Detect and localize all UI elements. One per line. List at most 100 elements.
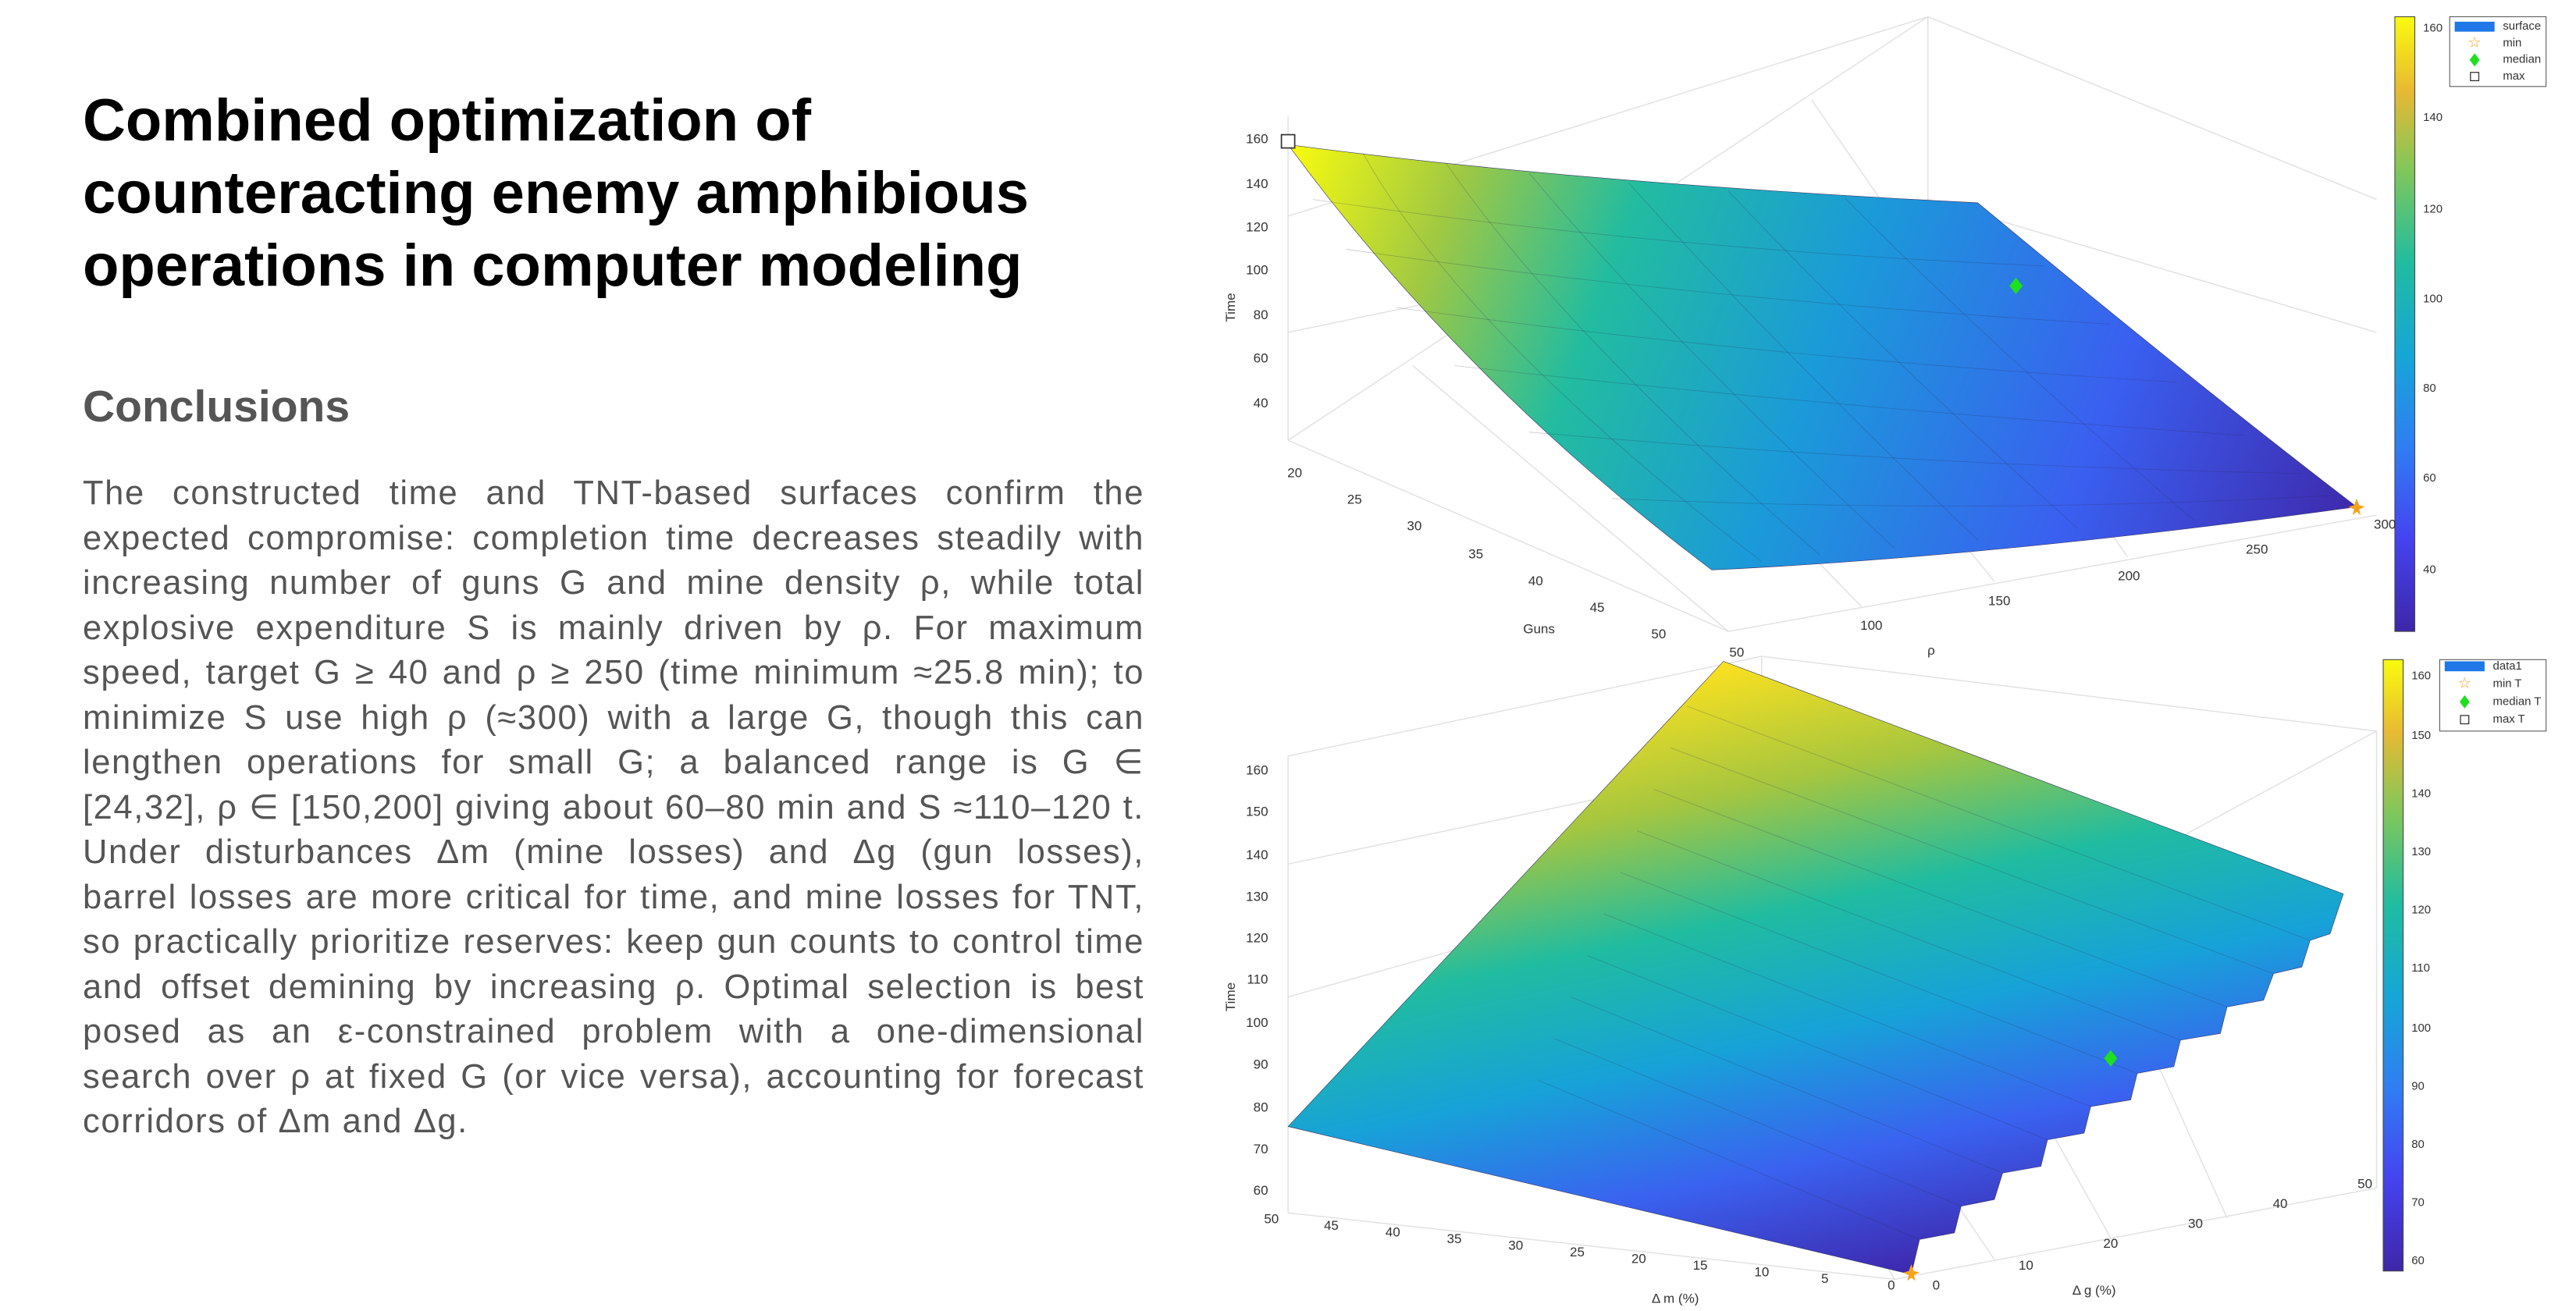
x-tick-label: 40 bbox=[1528, 574, 1543, 588]
z-axis-label: Time bbox=[1223, 293, 1238, 322]
legend-symbol bbox=[2459, 695, 2470, 709]
title: Combined optimization of counteracting e… bbox=[83, 87, 1029, 299]
colorbar bbox=[2382, 659, 2404, 1272]
x-tick-label: 25 bbox=[1347, 492, 1362, 506]
z-tick-label: 100 bbox=[1246, 1015, 1268, 1030]
legend-label: min bbox=[2503, 37, 2521, 49]
colorbar-tick-label: 160 bbox=[2423, 22, 2443, 34]
legend-swatch bbox=[2454, 21, 2495, 32]
x-tick-label: 15 bbox=[1693, 1258, 1708, 1273]
legend-label: min T bbox=[2493, 678, 2522, 691]
y-tick-label: 0 bbox=[1933, 1277, 1940, 1292]
surface-2-steps bbox=[1537, 705, 2311, 1240]
legend-symbol: ☆ bbox=[2458, 676, 2471, 692]
legend-symbol bbox=[2469, 53, 2480, 67]
section-heading: Conclusions bbox=[83, 382, 350, 432]
y-tick-label: 20 bbox=[2103, 1236, 2118, 1251]
x-tick-label: 45 bbox=[1590, 600, 1605, 615]
z-tick-label: 160 bbox=[1246, 762, 1268, 777]
legend-label: data1 bbox=[2493, 660, 2522, 673]
surface-1 bbox=[1287, 144, 2357, 570]
colorbar-tick-label: 90 bbox=[2411, 1080, 2425, 1092]
z-tick-label: 130 bbox=[1246, 889, 1268, 904]
x-tick-label: 35 bbox=[1447, 1231, 1462, 1246]
y-tick-label: 50 bbox=[1729, 645, 1744, 659]
colorbar-tick-label: 60 bbox=[2423, 472, 2436, 485]
legend-symbol bbox=[2470, 72, 2480, 82]
colorbar-tick-label: 100 bbox=[2411, 1022, 2431, 1035]
colorbar-tick-label: 80 bbox=[2423, 382, 2436, 395]
legend-label: max bbox=[2503, 70, 2525, 83]
body-text: The constructed time and TNT-based surfa… bbox=[83, 474, 1144, 1140]
legend-label: median bbox=[2503, 54, 2541, 66]
z-tick-label: 140 bbox=[1246, 847, 1268, 862]
z-tick-label: 80 bbox=[1254, 1100, 1268, 1115]
legend-label: median T bbox=[2493, 695, 2542, 708]
z-tick-label: 110 bbox=[1247, 972, 1268, 987]
z-tick-label: 120 bbox=[1246, 219, 1268, 234]
x-axis-label: Δ m (%) bbox=[1652, 1291, 1699, 1306]
y-tick-label: 250 bbox=[2246, 542, 2268, 556]
y-tick-label: 150 bbox=[1988, 593, 2010, 608]
y-tick-label: 300 bbox=[2374, 517, 2396, 531]
y-tick-label: 50 bbox=[2357, 1177, 2372, 1192]
colorbar-tick-label: 100 bbox=[2423, 293, 2443, 305]
colorbar bbox=[2394, 16, 2416, 632]
median-marker bbox=[2009, 277, 2023, 294]
y-tick-label: 200 bbox=[2118, 568, 2140, 583]
y-tick-label: 30 bbox=[2188, 1217, 2203, 1231]
y-tick-label: 100 bbox=[1860, 618, 1882, 633]
x-tick-label: 20 bbox=[1287, 465, 1302, 480]
z-tick-label: 60 bbox=[1254, 1183, 1268, 1198]
z-tick-label: 60 bbox=[1254, 350, 1268, 365]
y-axis-label: ρ bbox=[1927, 643, 1935, 658]
colorbar-tick-label: 120 bbox=[2411, 904, 2431, 917]
x-tick-label: 30 bbox=[1407, 519, 1421, 534]
x-axis-label: Guns bbox=[1523, 622, 1555, 637]
colorbar-tick-label: 110 bbox=[2411, 962, 2430, 975]
z-tick-label: 90 bbox=[1254, 1057, 1268, 1071]
z-tick-label: 80 bbox=[1254, 307, 1268, 322]
legend-swatch bbox=[2444, 661, 2485, 672]
colorbar-tick-label: 160 bbox=[2411, 670, 2431, 683]
min-marker bbox=[2348, 498, 2365, 516]
x-tick-label: 35 bbox=[1468, 547, 1483, 562]
z-tick-label: 160 bbox=[1246, 131, 1268, 146]
x-tick-label: 0 bbox=[1888, 1277, 1895, 1292]
colorbar-tick-label: 120 bbox=[2423, 203, 2443, 215]
x-tick-label: 30 bbox=[1508, 1238, 1523, 1252]
max-marker bbox=[1280, 133, 1296, 149]
colorbar-tick-label: 40 bbox=[2423, 563, 2436, 576]
z-tick-label: 150 bbox=[1246, 805, 1268, 819]
y-tick-label: 40 bbox=[2273, 1196, 2288, 1211]
z-tick-label: 100 bbox=[1246, 263, 1268, 278]
x-tick-label: 50 bbox=[1651, 627, 1666, 641]
z-axis-label: Time bbox=[1223, 982, 1238, 1011]
colorbar-tick-label: 130 bbox=[2411, 846, 2431, 858]
legend-label: surface bbox=[2503, 20, 2541, 33]
colorbar-tick-label: 140 bbox=[2423, 112, 2443, 124]
z-tick-label: 120 bbox=[1246, 930, 1268, 945]
z-tick-label: 70 bbox=[1254, 1142, 1268, 1156]
legend-symbol bbox=[2460, 715, 2470, 725]
x-tick-label: 10 bbox=[1754, 1264, 1769, 1279]
colorbar-tick-label: 140 bbox=[2411, 788, 2431, 801]
legend-label: max T bbox=[2493, 713, 2525, 726]
legend-box bbox=[2439, 659, 2547, 732]
legend-symbol: ☆ bbox=[2468, 35, 2482, 52]
x-tick-label: 25 bbox=[1570, 1245, 1585, 1259]
x-tick-label: 50 bbox=[1264, 1211, 1279, 1226]
x-tick-label: 45 bbox=[1324, 1218, 1339, 1233]
colorbar-tick-label: 80 bbox=[2411, 1139, 2425, 1151]
y-axis-label: Δ g (%) bbox=[2073, 1283, 2116, 1298]
z-tick-label: 40 bbox=[1254, 396, 1268, 410]
z-tick-label: 140 bbox=[1246, 176, 1268, 191]
colorbar-tick-label: 150 bbox=[2411, 730, 2431, 742]
surface-1-mesh bbox=[1312, 152, 2336, 563]
x-tick-label: 5 bbox=[1821, 1271, 1828, 1286]
colorbar-tick-label: 70 bbox=[2411, 1196, 2425, 1209]
x-tick-label: 20 bbox=[1631, 1251, 1646, 1266]
colorbar-tick-label: 60 bbox=[2411, 1255, 2425, 1267]
surface-2 bbox=[1287, 661, 2344, 1275]
